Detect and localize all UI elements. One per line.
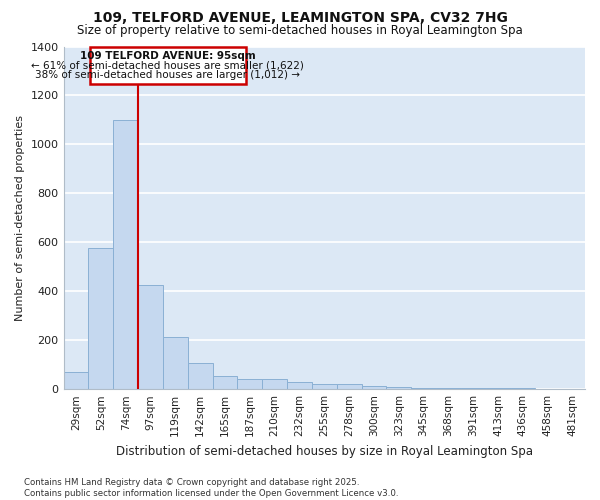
Bar [386,386,411,389]
Bar [113,120,138,389]
Bar [461,388,485,389]
Bar [89,48,246,84]
Text: 38% of semi-detached houses are larger (1,012) →: 38% of semi-detached houses are larger (… [35,70,301,80]
Bar [362,386,386,389]
Bar [64,372,88,389]
Text: 109, TELFORD AVENUE, LEAMINGTON SPA, CV32 7HG: 109, TELFORD AVENUE, LEAMINGTON SPA, CV3… [92,11,508,25]
Bar [212,376,238,389]
Bar [163,336,188,389]
Bar [337,384,362,389]
Y-axis label: Number of semi-detached properties: Number of semi-detached properties [15,115,25,321]
Text: 109 TELFORD AVENUE: 95sqm: 109 TELFORD AVENUE: 95sqm [80,51,256,61]
Bar [485,388,511,389]
Bar [138,285,163,389]
Bar [312,384,337,389]
Bar [188,364,212,389]
Bar [287,382,312,389]
Text: Size of property relative to semi-detached houses in Royal Leamington Spa: Size of property relative to semi-detach… [77,24,523,37]
Text: Contains HM Land Registry data © Crown copyright and database right 2025.
Contai: Contains HM Land Registry data © Crown c… [24,478,398,498]
Bar [88,248,113,389]
Bar [238,380,262,389]
X-axis label: Distribution of semi-detached houses by size in Royal Leamington Spa: Distribution of semi-detached houses by … [116,444,533,458]
Text: ← 61% of semi-detached houses are smaller (1,622): ← 61% of semi-detached houses are smalle… [31,60,304,70]
Bar [262,380,287,389]
Bar [436,388,461,389]
Bar [411,388,436,389]
Bar [511,388,535,389]
